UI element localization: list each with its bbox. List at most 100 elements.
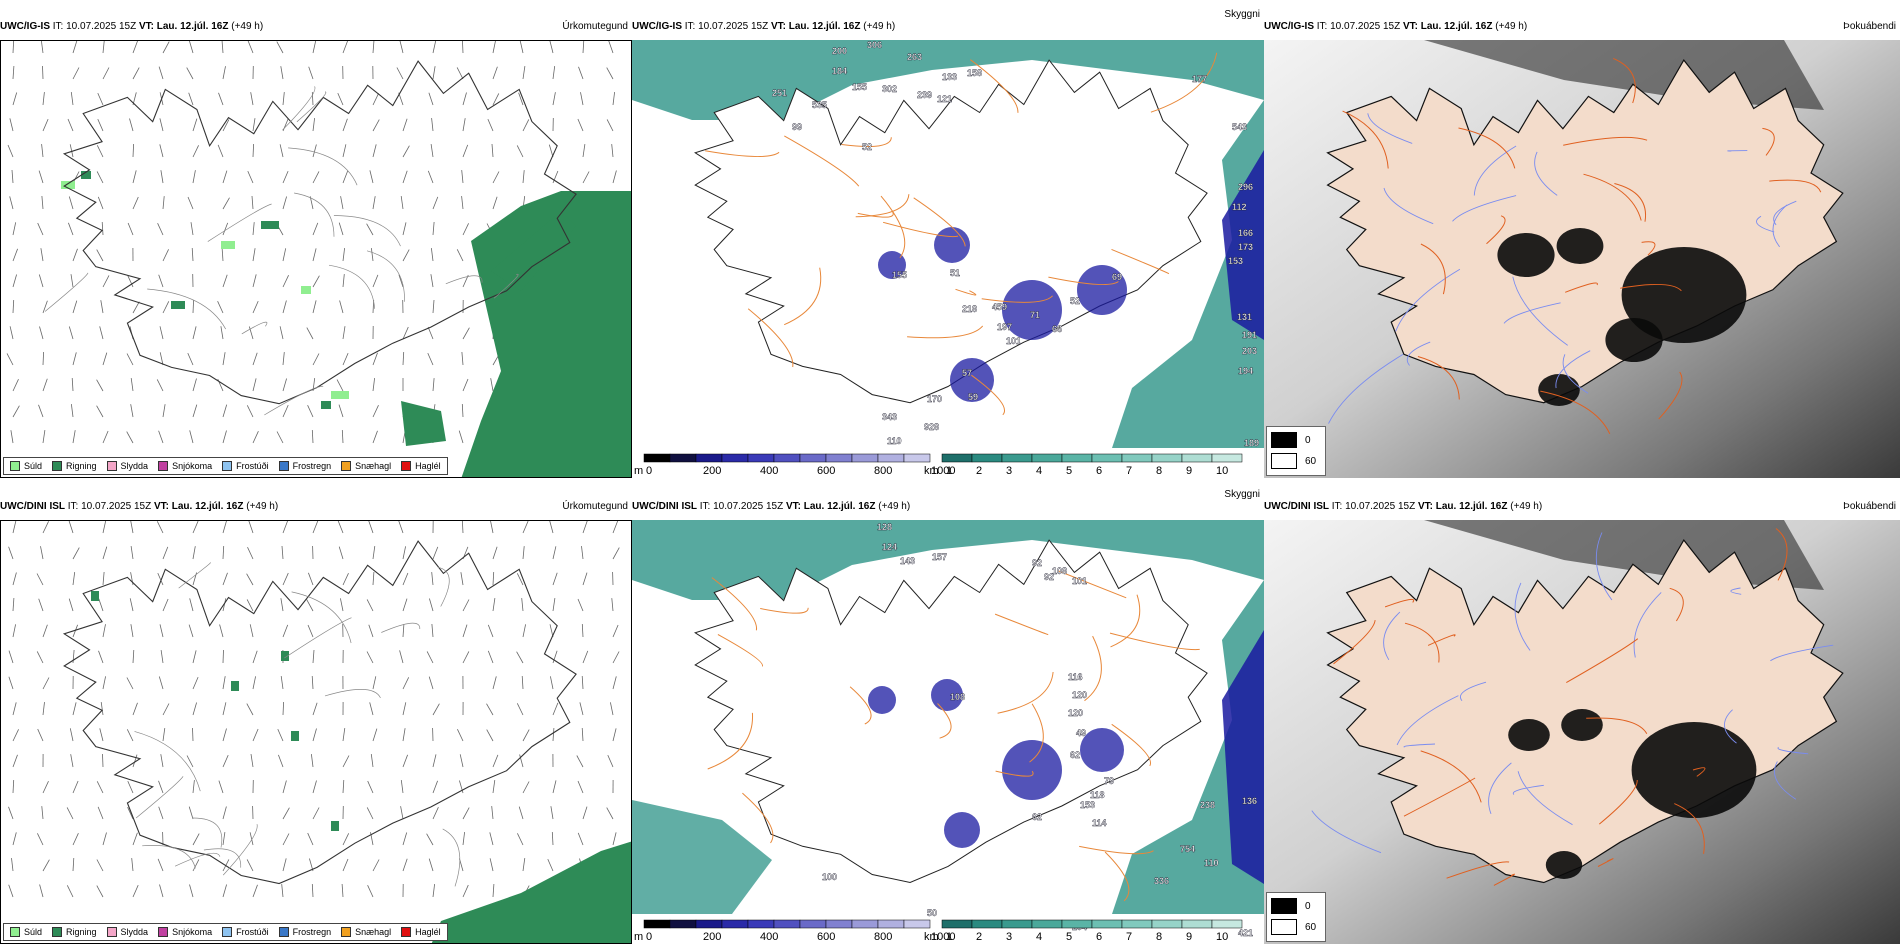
cloud-base-colorbar-cell	[877, 453, 905, 463]
river-line	[1777, 746, 1809, 755]
wind-barb	[612, 624, 619, 638]
wind-barb	[12, 597, 15, 612]
road-line	[857, 210, 894, 218]
it-value: 10.07.2025 15Z	[81, 501, 152, 512]
wind-barb	[8, 650, 14, 664]
road-line	[1563, 136, 1648, 146]
wind-barb	[102, 521, 107, 534]
wind-barb	[430, 274, 434, 288]
cloud-base-colorbar-cell	[799, 919, 827, 929]
cloud-base-colorbar-cell	[721, 919, 749, 929]
road-line	[1420, 243, 1446, 295]
vt-value: Lau. 12.júl. 16Z	[1435, 501, 1508, 512]
wind-barb	[188, 806, 194, 820]
wind-barb	[282, 807, 290, 820]
wind-barb	[127, 275, 134, 288]
wind-barb	[12, 754, 18, 768]
road-line	[1446, 861, 1510, 879]
cloud-base-label: 124	[882, 542, 897, 552]
ptype-legend-label: Slydda	[120, 461, 149, 471]
road-line	[994, 613, 1049, 636]
road-line	[1597, 858, 1614, 867]
wind-barb	[282, 170, 289, 184]
wind-barb	[522, 546, 525, 560]
river-line	[1383, 187, 1434, 225]
wind-barb	[368, 521, 374, 534]
wind-barb	[250, 92, 254, 106]
wind-barb	[252, 300, 259, 314]
wind-barb	[98, 650, 104, 664]
cloud-base-label: 118	[1090, 790, 1105, 800]
wind-barb	[366, 651, 374, 664]
cloud-base-label: 155	[852, 82, 867, 92]
wind-barb	[252, 352, 258, 366]
wind-barb	[489, 858, 494, 872]
wind-barb	[162, 598, 169, 612]
wind-barb	[307, 832, 314, 846]
wind-barb	[459, 780, 464, 794]
wind-barb	[160, 170, 164, 184]
wind-barb	[457, 729, 464, 742]
wind-barb	[456, 249, 464, 262]
wind-barb	[462, 92, 467, 106]
wind-barb	[516, 573, 524, 586]
wind-barb	[99, 728, 104, 742]
fog-indicator-area	[1561, 709, 1603, 741]
wind-barb	[156, 379, 164, 392]
cloud-base-label: 157	[932, 552, 947, 562]
wind-barb	[192, 546, 196, 560]
road-line	[1540, 390, 1611, 435]
road-line	[1150, 52, 1218, 113]
road-line	[1403, 777, 1476, 817]
wind-barb	[39, 326, 44, 340]
cloud-base-tick: 400	[760, 931, 778, 943]
panel-title: Þokuábendi	[1843, 501, 1896, 512]
wind-barb	[432, 378, 435, 392]
wind-barb	[342, 833, 350, 846]
cloud-base-label: 343	[882, 412, 897, 422]
wind-barb	[492, 598, 496, 612]
wind-barb	[246, 703, 254, 716]
ptype-legend-label: Haglél	[415, 927, 441, 937]
cloud-base-label: 336	[1154, 876, 1169, 886]
wind-barb	[69, 728, 74, 742]
wind-barb	[402, 858, 408, 872]
wind-barb	[489, 832, 494, 846]
wind-barb	[582, 521, 588, 534]
wind-barb	[70, 754, 74, 768]
wind-barb	[492, 41, 496, 54]
ptype-legend-swatch	[278, 461, 289, 471]
ptype-legend-item: Slydda	[106, 927, 148, 937]
wind-barb	[460, 572, 464, 586]
wind-barb	[159, 624, 164, 638]
ptype-legend-label: Frostregn	[292, 927, 332, 937]
wind-barb	[522, 858, 526, 872]
cloud-base-label: 189	[1244, 438, 1259, 448]
road-line	[174, 852, 221, 867]
wind-barb	[72, 248, 78, 262]
ptype-legend-swatch	[278, 927, 289, 937]
wind-barb	[188, 92, 194, 106]
wind-barb	[398, 274, 404, 288]
wind-barb	[312, 728, 317, 742]
wind-barb	[519, 41, 524, 54]
river-line	[1503, 302, 1561, 324]
wind-barb	[42, 859, 50, 872]
wind-barb	[96, 405, 104, 418]
river-line	[1328, 354, 1404, 424]
ptype-legend-label: Frostúði	[236, 927, 269, 937]
wind-barb	[192, 702, 197, 716]
wind-barb	[72, 624, 78, 638]
visibility-colorbar-cell	[941, 919, 973, 929]
wind-barb	[282, 196, 287, 210]
road-line	[907, 325, 984, 339]
wind-barb	[342, 573, 349, 586]
river-line	[1452, 195, 1517, 222]
wind-barb	[130, 546, 134, 560]
ptype-legend-item: Súld	[10, 461, 42, 471]
cloud-base-label: 51	[950, 268, 960, 278]
wind-barb	[340, 196, 344, 210]
wind-barb	[189, 430, 194, 444]
fog-legend: 0 60	[1266, 426, 1326, 476]
wind-barb	[130, 404, 134, 418]
